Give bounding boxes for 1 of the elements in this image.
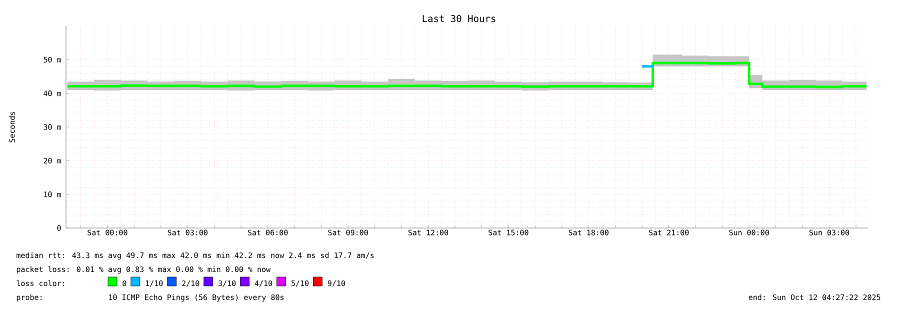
chart-title: Last 30 Hours	[422, 14, 496, 22]
